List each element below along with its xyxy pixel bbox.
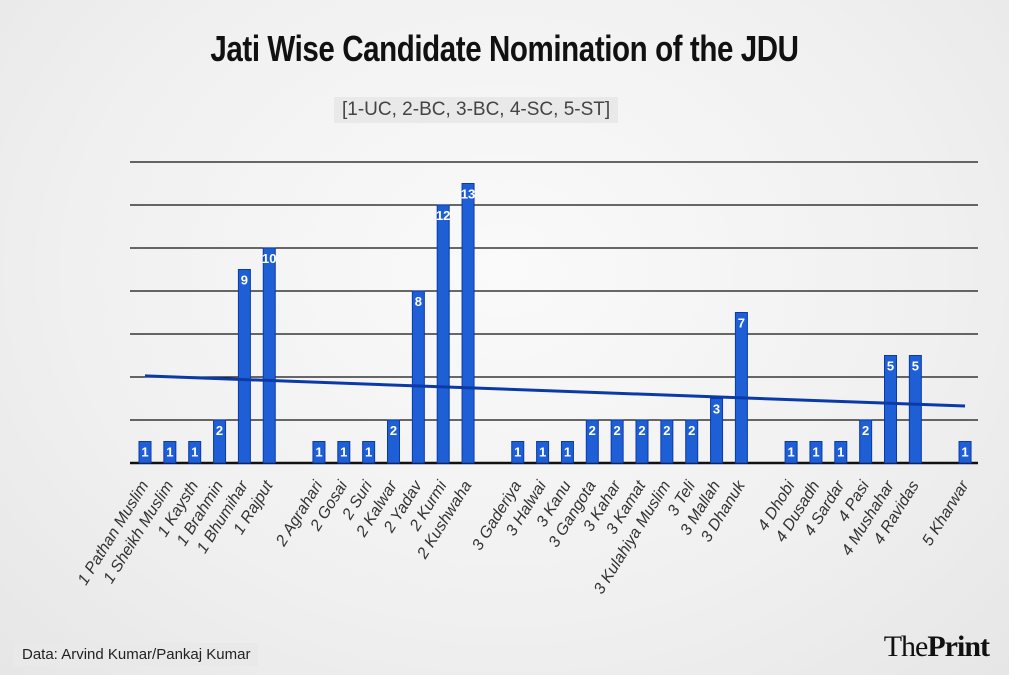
bar <box>237 269 251 464</box>
bar <box>958 441 972 464</box>
source-note: Data: Arvind Kumar/Pankaj Kumar <box>14 643 259 666</box>
data-label: 1 <box>141 445 148 460</box>
data-label: 9 <box>241 273 248 288</box>
chart-title: Jati Wise Candidate Nomination of the JD… <box>210 28 799 69</box>
bar <box>536 441 550 464</box>
data-label: 10 <box>262 251 276 266</box>
bar <box>436 204 450 464</box>
bar <box>138 441 152 464</box>
data-label: 2 <box>216 423 223 438</box>
bar <box>685 419 699 464</box>
data-label: 5 <box>912 359 919 374</box>
bar <box>834 441 848 464</box>
data-label: 1 <box>340 445 347 460</box>
trendline <box>144 374 966 408</box>
data-label: 7 <box>738 316 745 331</box>
data-label: 2 <box>390 423 397 438</box>
data-label: 1 <box>787 445 794 460</box>
bar <box>635 419 649 464</box>
data-label: 12 <box>436 208 450 223</box>
data-label: 1 <box>539 445 546 460</box>
bar <box>337 441 351 464</box>
bar <box>585 419 599 464</box>
bar <box>710 398 724 464</box>
bar <box>784 441 798 464</box>
logo-the: The <box>883 630 929 663</box>
bar <box>908 355 922 464</box>
bar <box>387 419 400 464</box>
bar <box>312 441 326 464</box>
data-label: 8 <box>415 294 422 309</box>
bar <box>362 441 376 464</box>
bar <box>610 419 624 464</box>
bar <box>734 312 748 464</box>
data-label: 5 <box>887 359 894 374</box>
data-label: 1 <box>812 445 819 460</box>
data-label: 1 <box>365 445 372 460</box>
bar <box>511 441 525 464</box>
data-label: 1 <box>166 445 173 460</box>
data-label: 2 <box>614 423 621 438</box>
theprint-logo: ThePrint <box>883 630 990 664</box>
bar <box>560 441 574 464</box>
data-label: 2 <box>688 423 695 438</box>
bar <box>859 419 873 464</box>
bar <box>461 183 475 464</box>
bar <box>809 441 823 464</box>
bar <box>884 355 897 464</box>
data-label: 1 <box>315 445 322 460</box>
data-label: 1 <box>837 445 844 460</box>
logo-print: Print <box>927 630 990 663</box>
data-label: 2 <box>862 423 869 438</box>
chart-subtitle: [1-UC, 2-BC, 3-BC, 4-SC, 5-ST] <box>334 97 619 123</box>
bar <box>213 419 227 464</box>
data-label: 2 <box>663 423 670 438</box>
data-label: 1 <box>514 445 521 460</box>
data-label: 1 <box>191 445 198 460</box>
bar <box>411 290 425 464</box>
data-label: 3 <box>713 402 720 417</box>
bar <box>188 441 202 464</box>
data-label: 13 <box>461 187 475 202</box>
data-label: 1 <box>961 445 968 460</box>
data-label: 1 <box>564 445 571 460</box>
data-label: 2 <box>638 423 645 438</box>
data-label: 2 <box>589 423 596 438</box>
bar <box>163 441 177 464</box>
category-label: 5 Kharwar <box>919 478 972 549</box>
bar <box>660 419 674 464</box>
bar <box>262 247 276 464</box>
